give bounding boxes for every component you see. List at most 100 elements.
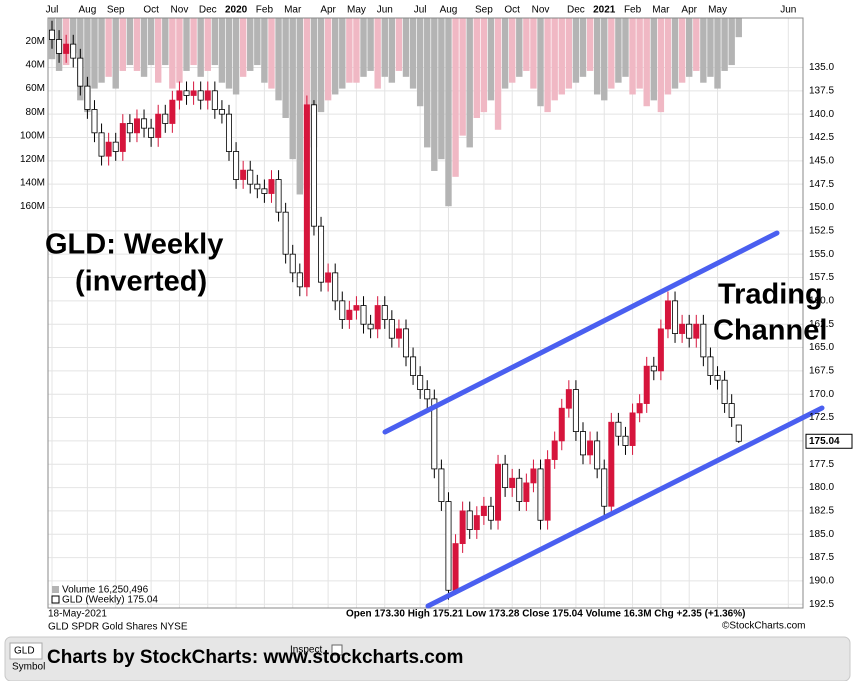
candle-body bbox=[148, 127, 155, 138]
volume-bar bbox=[721, 18, 728, 71]
volume-tick-label: 20M bbox=[26, 36, 45, 47]
candle-body bbox=[247, 169, 254, 185]
candle-body bbox=[523, 482, 530, 502]
candle-body bbox=[629, 412, 636, 446]
candle-body bbox=[261, 188, 268, 194]
x-tick-label: May bbox=[347, 5, 366, 16]
y-tick-label: 160.0 bbox=[809, 296, 834, 307]
volume-bar bbox=[155, 18, 162, 83]
inspect-label: Inspect bbox=[290, 645, 322, 656]
symbol-label: Symbol bbox=[12, 662, 45, 673]
candle-body bbox=[346, 309, 353, 320]
candle-body bbox=[551, 440, 558, 460]
volume-bar bbox=[339, 18, 346, 89]
candle-body bbox=[84, 85, 91, 110]
candle-body bbox=[289, 253, 296, 274]
volume-bar bbox=[678, 18, 686, 83]
volume-bar bbox=[586, 18, 594, 71]
volume-bar bbox=[438, 18, 445, 160]
volume-bar bbox=[707, 18, 714, 77]
candle-body bbox=[516, 477, 523, 502]
volume-bar bbox=[509, 18, 516, 83]
price-marker: 175.04 bbox=[809, 436, 840, 447]
candle-body bbox=[197, 90, 204, 101]
x-tick-label: Aug bbox=[440, 5, 458, 16]
candle-body bbox=[318, 225, 325, 283]
volume-bar bbox=[367, 18, 374, 71]
candle-body bbox=[190, 90, 197, 96]
candle-body bbox=[211, 90, 218, 110]
volume-bar bbox=[275, 18, 282, 101]
candle-body bbox=[126, 123, 133, 134]
x-tick-label: Oct bbox=[143, 5, 159, 16]
volume-bar bbox=[332, 18, 339, 95]
volume-bar bbox=[686, 18, 693, 77]
candle-body bbox=[487, 505, 494, 521]
volume-bar bbox=[239, 18, 247, 77]
volume-bar bbox=[700, 18, 707, 83]
volume-bar bbox=[402, 18, 410, 77]
candle-body bbox=[374, 305, 381, 330]
candle-body bbox=[141, 118, 148, 129]
candle-body bbox=[502, 463, 509, 488]
volume-bar bbox=[416, 18, 424, 107]
y-tick-label: 187.5 bbox=[809, 552, 834, 563]
candle-body bbox=[367, 323, 374, 330]
candle-body bbox=[431, 398, 438, 470]
candle-body bbox=[735, 424, 742, 442]
candle-body bbox=[657, 328, 664, 372]
candle-body bbox=[417, 375, 424, 390]
volume-bar bbox=[523, 18, 530, 71]
volume-bar bbox=[551, 18, 558, 101]
volume-bar bbox=[601, 18, 608, 101]
candle-body bbox=[91, 109, 98, 134]
volume-bar bbox=[494, 18, 502, 130]
volume-bar bbox=[169, 18, 176, 89]
candle-body bbox=[56, 39, 63, 54]
x-tick-label: Mar bbox=[284, 5, 302, 16]
y-tick-label: 177.5 bbox=[809, 459, 834, 470]
y-tick-label: 137.5 bbox=[809, 85, 834, 96]
volume-bar bbox=[664, 18, 672, 95]
symbol-input[interactable] bbox=[9, 642, 43, 660]
source: ©StockCharts.com bbox=[722, 621, 806, 632]
volume-bar bbox=[162, 18, 169, 66]
volume-bar bbox=[133, 18, 141, 71]
volume-bar bbox=[466, 18, 473, 148]
candle-body bbox=[473, 515, 480, 530]
candle-body bbox=[233, 151, 240, 180]
legend-label: Volume 16,250,496 bbox=[62, 585, 149, 596]
volume-bar bbox=[176, 18, 183, 83]
volume-bar bbox=[424, 18, 431, 148]
candle-body bbox=[388, 319, 395, 339]
y-tick-label: 157.5 bbox=[809, 272, 834, 283]
candle-body bbox=[119, 123, 126, 152]
volume-bar bbox=[501, 18, 509, 89]
candle-body bbox=[495, 463, 502, 521]
candle-body bbox=[254, 183, 261, 190]
volume-bar bbox=[254, 18, 261, 66]
x-tick-label: Dec bbox=[199, 5, 217, 16]
volume-bar bbox=[98, 18, 105, 83]
candle-body bbox=[310, 104, 317, 227]
candle-body bbox=[240, 169, 247, 180]
y-tick-label: 172.5 bbox=[809, 412, 834, 423]
volume-bar bbox=[211, 18, 219, 66]
volume-tick-label: 160M bbox=[20, 201, 45, 212]
x-tick-label: Oct bbox=[504, 5, 520, 16]
candle-body bbox=[176, 90, 183, 101]
volume-bar bbox=[544, 18, 551, 113]
x-tick-label: 2020 bbox=[225, 5, 248, 16]
volume-tick-label: 140M bbox=[20, 177, 45, 188]
candle-body bbox=[105, 141, 112, 157]
volume-bar bbox=[247, 18, 254, 71]
volume-bar bbox=[735, 18, 742, 38]
volume-bar bbox=[317, 18, 325, 113]
volume-bar bbox=[232, 18, 240, 95]
inspect-checkbox[interactable] bbox=[331, 644, 343, 656]
candle-body bbox=[162, 113, 169, 124]
candle-body bbox=[466, 510, 473, 530]
y-tick-label: 185.0 bbox=[809, 529, 834, 540]
trend-line bbox=[425, 405, 825, 609]
